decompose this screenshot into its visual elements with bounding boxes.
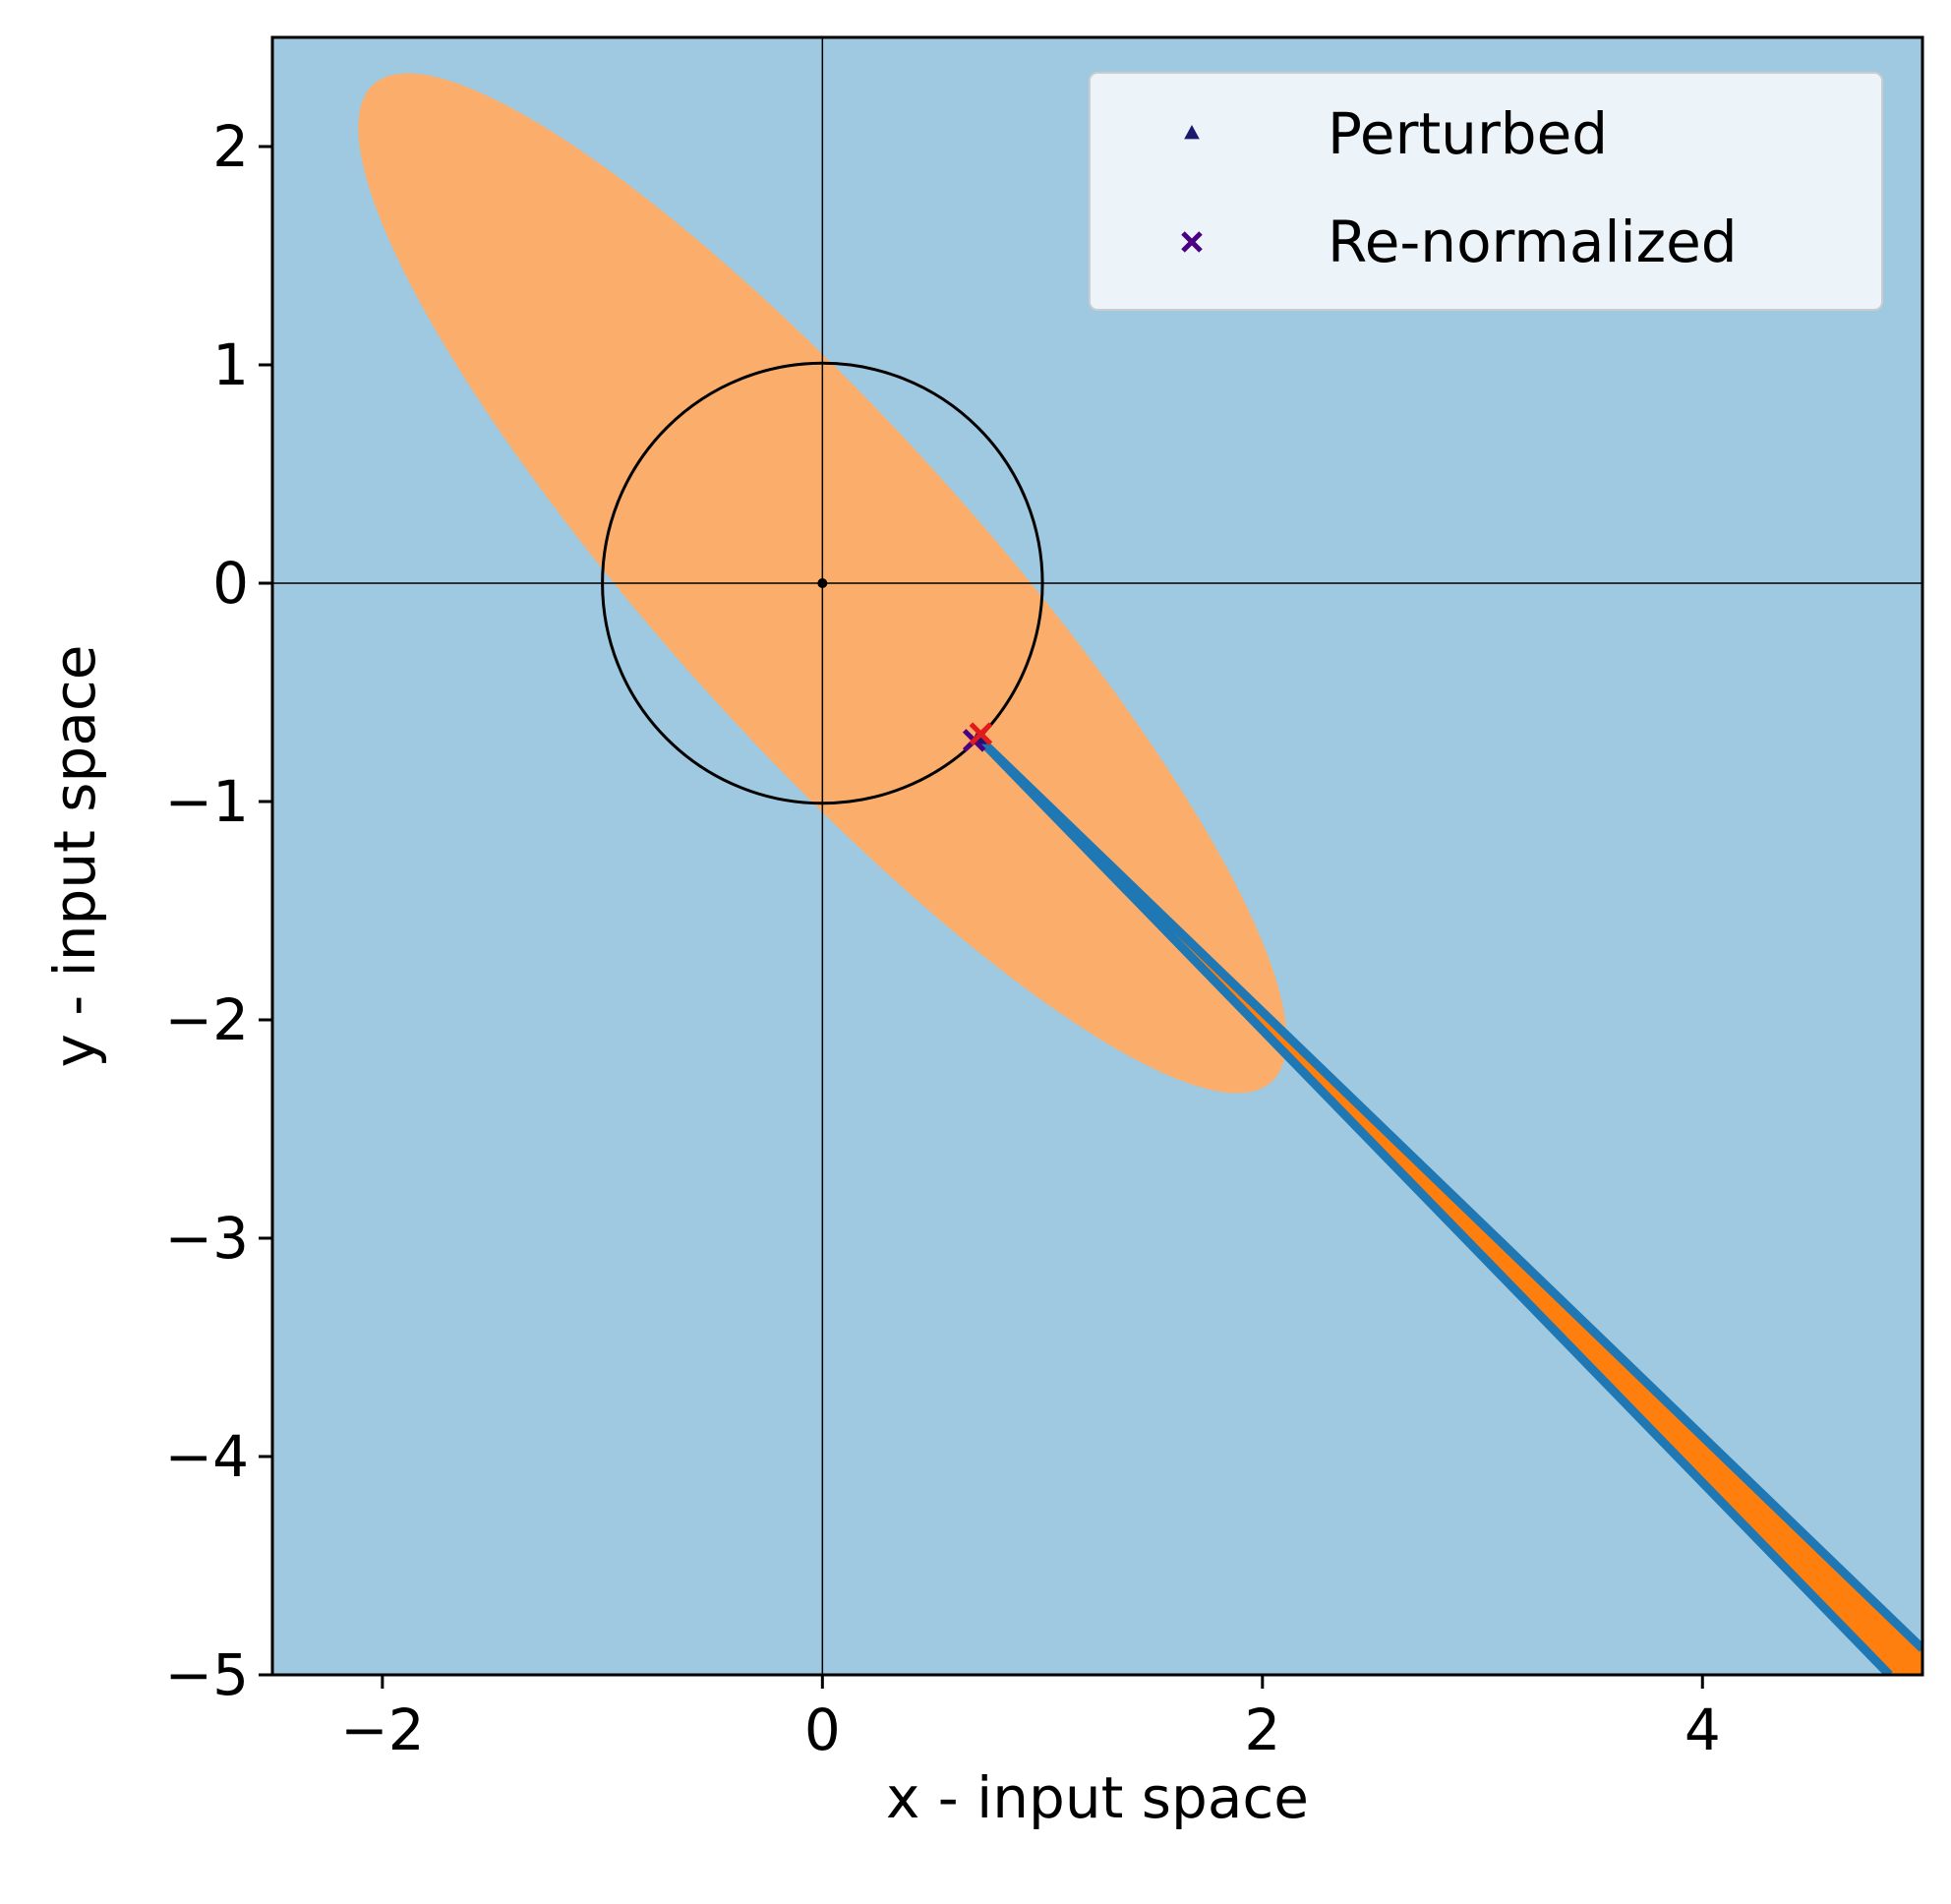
x-tick-label: 4 xyxy=(1685,1696,1721,1763)
x-axis-label: x - input space xyxy=(886,1764,1309,1831)
legend-label-1: Perturbed xyxy=(1328,100,1608,167)
unit-circle xyxy=(601,361,1044,805)
y-tick-label: −5 xyxy=(165,1641,250,1708)
wedge-fill xyxy=(978,738,1922,1675)
legend-marker-1 xyxy=(1184,125,1200,140)
y-tick-label: −2 xyxy=(165,986,250,1053)
x-tick-label: 2 xyxy=(1244,1696,1280,1763)
y-axis-label: y - input space xyxy=(41,645,108,1068)
wedge-edge-1 xyxy=(976,735,1922,1652)
x-axis-ticks: −2 0 2 4 xyxy=(340,1675,1721,1763)
data-markers xyxy=(962,722,993,752)
origin-point xyxy=(817,578,828,588)
y-tick-label: −1 xyxy=(165,768,250,835)
x-tick-label: −2 xyxy=(340,1696,425,1763)
y-tick-label: −4 xyxy=(165,1423,250,1490)
red-x-marker-1 xyxy=(969,722,993,745)
legend: Perturbed Re-normalized xyxy=(1089,72,1883,311)
legend-label-2: Re-normalized xyxy=(1328,208,1738,275)
y-axis-ticks: 2 1 0 −1 −2 −3 −4 −5 xyxy=(165,113,272,1708)
legend-frame xyxy=(1089,72,1883,311)
y-tick-label: 1 xyxy=(212,331,249,398)
legend-marker-2 xyxy=(1181,231,1203,253)
y-tick-label: 0 xyxy=(212,550,249,617)
wedge-edges xyxy=(975,735,1922,1675)
wedge-edge-2 xyxy=(975,735,1893,1675)
plot-frame xyxy=(270,35,1924,1677)
y-tick-label: 2 xyxy=(212,113,249,180)
y-tick-label: −3 xyxy=(165,1205,250,1272)
x-tick-label: 0 xyxy=(804,1696,841,1763)
